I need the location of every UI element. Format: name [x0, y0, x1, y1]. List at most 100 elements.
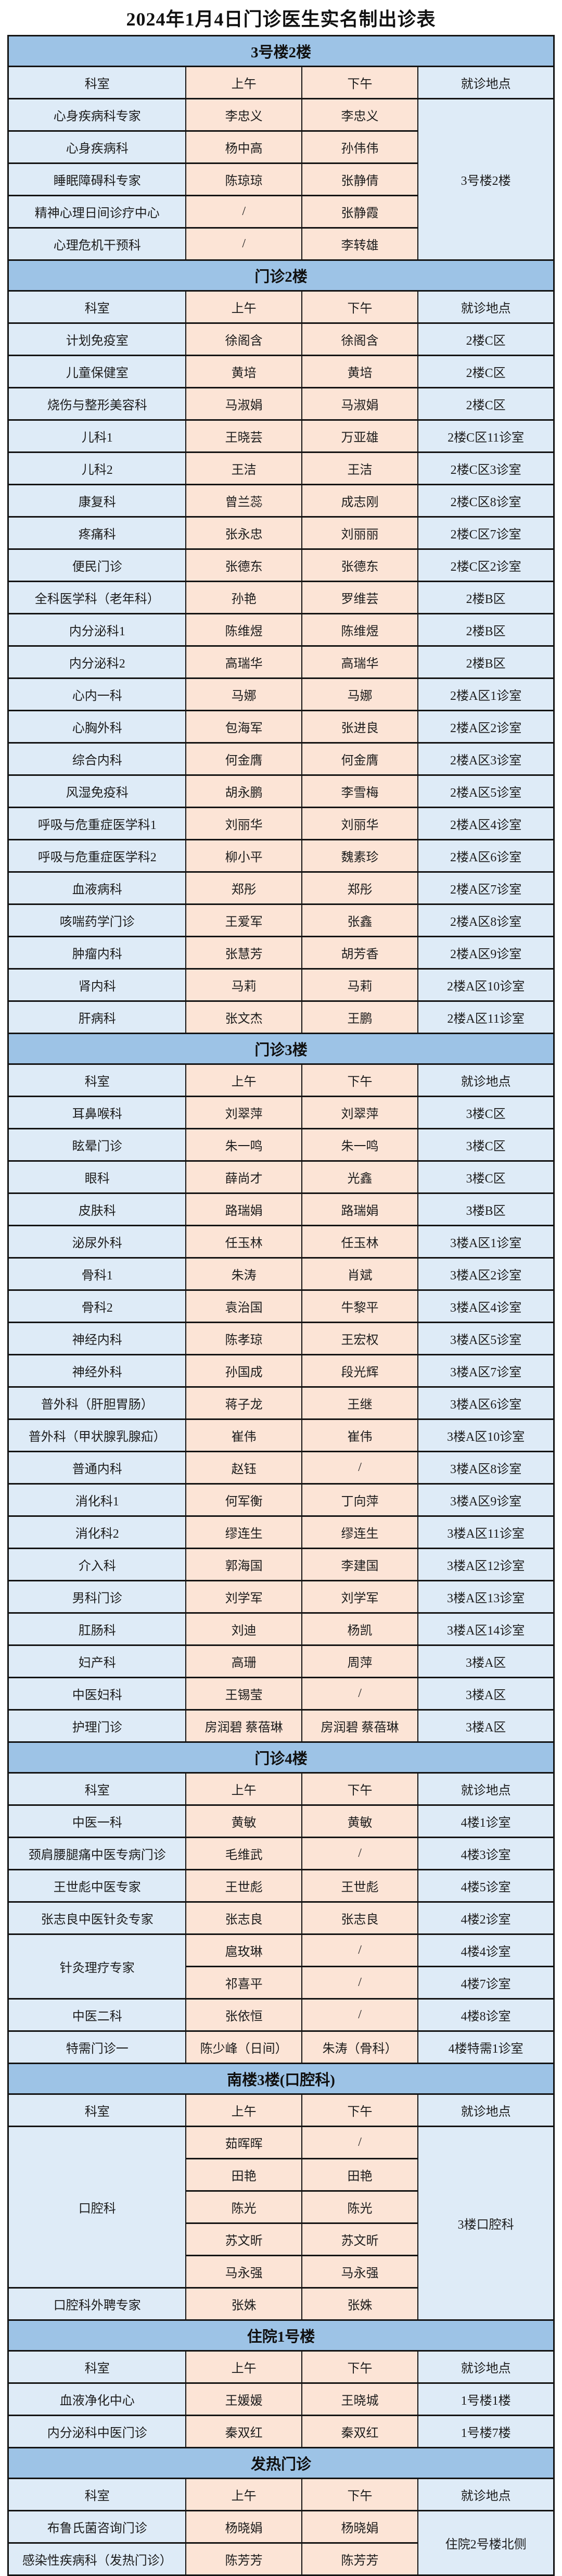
- schedule-table: 3号楼2楼 科室 上午 下午 就诊地点 心身疾病科专家 李忠义 李忠义 3号楼2楼 心身疾病科 杨中…: [7, 35, 555, 2576]
- location-cell: 3楼A区: [417, 1709, 555, 1743]
- column-header: 科室: [7, 290, 187, 324]
- pm-doctor-cell: 王洁: [301, 451, 419, 485]
- column-header: 上午: [185, 1063, 302, 1097]
- location-cell: 3楼A区13诊室: [417, 1580, 555, 1614]
- column-header: 就诊地点: [417, 2478, 555, 2511]
- location-cell: 2楼A区9诊室: [417, 936, 555, 970]
- am-doctor-cell: 张文杰: [185, 1000, 302, 1034]
- column-header: 科室: [7, 2350, 187, 2384]
- table-row: 中医妇科 王锡莹/3楼A区: [7, 1677, 555, 1711]
- table-row: 内分泌科1 陈维煜 陈维煜 2楼B区: [7, 613, 555, 647]
- table-row: 肾内科 马莉 马莉 2楼A区10诊室: [7, 968, 555, 1002]
- dept-cell: 心身疾病科专家: [7, 98, 187, 132]
- table-row: 眩晕门诊 朱一鸣 朱一鸣 3楼C区: [7, 1128, 555, 1162]
- location-cell: 2楼C区2诊室: [417, 548, 555, 582]
- column-header-row: 科室 上午 下午 就诊地点: [7, 2478, 555, 2511]
- dept-cell: 泌尿外科: [7, 1225, 187, 1259]
- location-cell: 2楼C区: [417, 355, 555, 388]
- table-row: 妇产科 高珊 周萍 3楼A区: [7, 1644, 555, 1678]
- table-row: 综合内科 何金膺 何金膺 2楼A区3诊室: [7, 742, 555, 776]
- column-header: 下午: [301, 66, 419, 99]
- am-doctor-cell: 王晓芸: [185, 419, 302, 453]
- pm-doctor-cell: 房润碧 蔡蓓琳: [301, 1709, 419, 1743]
- dept-cell: 儿童保健室: [7, 355, 187, 388]
- pm-doctor-cell: 黄敏: [301, 1804, 419, 1838]
- table-row: 颈肩腰腿痛中医专病门诊 毛维武/4楼3诊室: [7, 1837, 555, 1870]
- am-doctor-cell: 何军衡: [185, 1483, 302, 1517]
- am-doctor-cell: 王世彪: [185, 1869, 302, 1903]
- table-row: 普外科（肝胆胃肠） 蒋子龙 王继 3楼A区6诊室: [7, 1386, 555, 1420]
- table-row: 王世彪中医专家 王世彪 王世彪 4楼5诊室: [7, 1869, 555, 1903]
- column-header: 就诊地点: [417, 2093, 555, 2127]
- location-cell: 2楼C区11诊室: [417, 419, 555, 453]
- table-row: 苏文昕 苏文昕: [8, 2222, 554, 2256]
- location-cell: 2楼A区8诊室: [417, 903, 555, 937]
- table-row: 心胸外科 包海军 张进良 2楼A区2诊室: [7, 710, 555, 744]
- dept-cell: 耳鼻喉科: [7, 1096, 187, 1129]
- dept-cell: 消化科2: [7, 1515, 187, 1549]
- dept-cell: 消化科1: [7, 1483, 187, 1517]
- am-doctor-cell: 缪连生: [185, 1515, 302, 1549]
- column-header-row: 科室 上午 下午 就诊地点: [7, 2350, 555, 2384]
- pm-doctor-cell: 马娜: [301, 677, 419, 711]
- dept-cell: 肿瘤内科: [7, 936, 187, 970]
- dept-cell: 男科门诊: [7, 1580, 187, 1614]
- table-row: 马永强 马永强: [8, 2255, 554, 2289]
- location-cell: 3楼A区9诊室: [417, 1483, 555, 1517]
- dept-cell: 普外科（肝胆胃肠）: [7, 1386, 187, 1420]
- location-cell: 2楼A区3诊室: [417, 742, 555, 776]
- pm-doctor-cell: 徐阁含: [301, 322, 419, 356]
- location-cell: 2楼C区7诊室: [417, 516, 555, 550]
- pm-doctor-cell: 王继: [301, 1386, 419, 1420]
- pm-doctor-cell: 张志良: [301, 1901, 419, 1935]
- pm-doctor-cell: 王宏权: [301, 1322, 419, 1355]
- column-header-row: 科室 上午 下午 就诊地点: [7, 1772, 555, 1806]
- am-doctor-cell: 王锡莹: [185, 1677, 302, 1711]
- am-doctor-cell: 黄培: [185, 355, 302, 388]
- table-row: 肿瘤内科 张慧芳 胡芳香 2楼A区9诊室: [7, 936, 555, 970]
- column-header: 下午: [301, 2478, 419, 2511]
- dept-cell: 心身疾病科: [7, 130, 187, 164]
- am-doctor-cell: 蒋子龙: [185, 1386, 302, 1420]
- location-cell: 2楼A区1诊室: [417, 677, 555, 711]
- table-row: 皮肤科 路瑞娟 路瑞娟 3楼B区: [7, 1192, 555, 1226]
- dept-cell: 疼痛科: [7, 516, 187, 550]
- am-doctor-cell: 马淑娟: [185, 387, 302, 421]
- am-doctor-cell: 刘丽华: [185, 807, 302, 840]
- am-doctor-cell: 赵钰: [185, 1451, 302, 1485]
- pm-doctor-cell: 任玉林: [301, 1225, 419, 1259]
- location-cell: 4楼特需1诊室: [417, 2030, 555, 2064]
- section-header: 发热门诊: [7, 2447, 555, 2479]
- am-doctor-cell: 陈少峰（日间）: [185, 2030, 302, 2064]
- section-header: 门诊3楼: [7, 1033, 555, 1065]
- table-row: 眼科 薛尚才 光鑫 3楼C区: [7, 1160, 555, 1194]
- page-title: 2024年1月4日门诊医生实名制出诊表: [126, 8, 436, 30]
- table-row: 护理门诊 房润碧 蔡蓓琳 房润碧 蔡蓓琳 3楼A区: [7, 1709, 555, 1743]
- table-row: 普通内科 赵钰/3楼A区8诊室: [7, 1451, 555, 1485]
- location-cell: 4楼3诊室: [417, 1837, 555, 1870]
- pm-doctor-cell: 万亚雄: [301, 419, 419, 453]
- location-cell: 3楼A区7诊室: [417, 1354, 555, 1388]
- pm-doctor-cell: 陈维煜: [301, 613, 419, 647]
- column-header: 下午: [301, 1063, 419, 1097]
- dept-cell: 布鲁氏菌咨询门诊: [7, 2510, 187, 2544]
- am-doctor-cell: 陈孝琼: [185, 1322, 302, 1355]
- am-doctor-cell: 柳小平: [185, 839, 302, 873]
- pm-doctor-cell: /: [301, 1677, 419, 1711]
- dept-cell: 精神心理日间诊疗中心: [7, 195, 187, 229]
- table-row: 泌尿外科 任玉林 任玉林 3楼A区1诊室: [7, 1225, 555, 1259]
- pm-doctor-cell: 陈芳芳: [301, 2542, 419, 2576]
- dept-cell: 咳喘药学门诊: [7, 903, 187, 937]
- am-doctor-cell: 袁治国: [185, 1289, 302, 1323]
- table-row: 心身疾病科专家 李忠义 李忠义 3号楼2楼: [7, 98, 555, 261]
- table-row: 中医一科 黄敏 黄敏 4楼1诊室: [7, 1804, 555, 1838]
- am-doctor-cell: 刘翠萍: [185, 1096, 302, 1129]
- table-row: 呼吸与危重症医学科2 柳小平 魏素珍 2楼A区6诊室: [7, 839, 555, 873]
- dept-cell: 介入科: [7, 1548, 187, 1581]
- table-row: 康复科 曾兰蕊 成志刚 2楼C区8诊室: [7, 484, 555, 518]
- pm-doctor-cell: /: [301, 1933, 419, 1967]
- am-doctor-cell: 孙国成: [185, 1354, 302, 1388]
- pm-doctor-cell: 光鑫: [301, 1160, 419, 1194]
- location-cell: 2楼A区10诊室: [417, 968, 555, 1002]
- pm-doctor-cell: 牛黎平: [301, 1289, 419, 1323]
